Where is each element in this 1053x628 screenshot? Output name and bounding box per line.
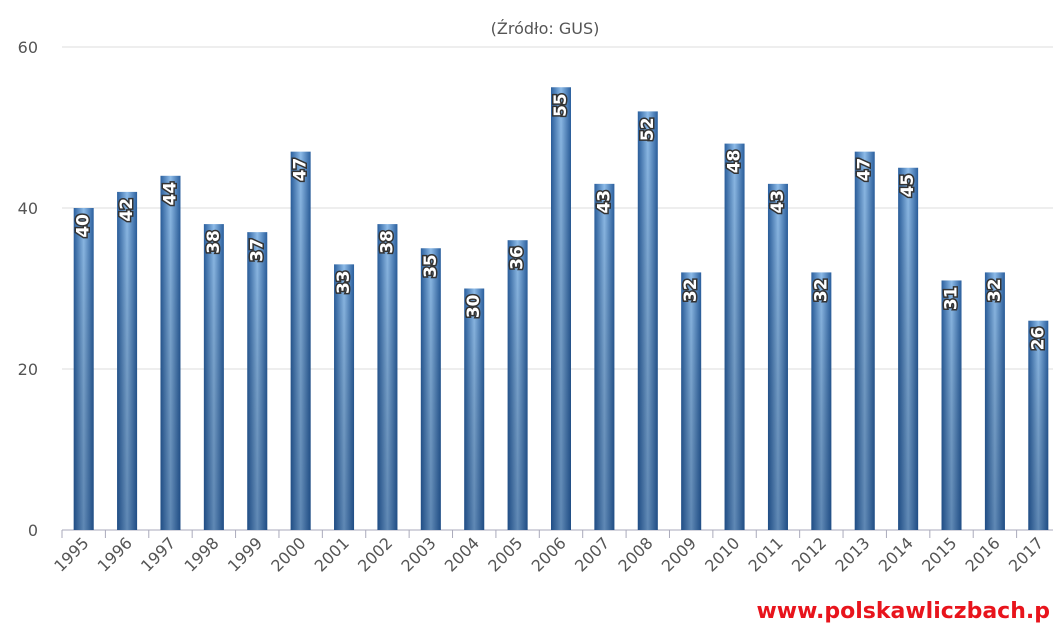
bar-shade [984,272,1005,530]
data-label: 40 [74,214,94,238]
x-tick-label: 1998 [180,533,222,575]
bar-shade [941,280,962,530]
data-label: 48 [725,150,745,174]
bar-shade [464,288,485,530]
x-tick-label: 2011 [745,533,787,575]
data-label: 47 [291,158,311,182]
bar-shade [594,183,615,530]
x-tick-label: 2002 [354,533,396,575]
x-tick-label: 2013 [831,533,873,575]
x-tick-label: 1996 [94,533,136,575]
data-label: 45 [898,174,918,198]
x-tick-label: 2016 [962,533,1004,575]
bar-shade [420,248,441,530]
x-tick-label: 2001 [311,533,353,575]
data-label: 44 [160,182,180,206]
bar-shade [247,232,268,530]
data-label: 38 [204,230,224,254]
bar-shade [334,264,355,530]
bar-shade [1028,320,1049,530]
data-label: 36 [508,246,528,270]
data-label: 42 [117,198,137,222]
bar-shade [551,87,571,530]
data-label: 32 [985,278,1005,302]
bar-shade [767,183,788,530]
bar-shade [117,191,138,530]
x-tick-label: 1995 [50,533,92,575]
x-tick-label: 2012 [788,533,830,575]
x-tick-label: 2014 [875,533,917,575]
chart-subtitle: (Źródło: GUS) [491,19,600,38]
data-label: 43 [768,190,788,214]
x-tick-label: 2010 [701,533,743,575]
x-tick-label: 2005 [484,533,526,575]
data-label: 32 [811,278,831,302]
bar-shade [290,151,311,530]
y-tick-label: 20 [18,360,38,379]
data-label: 38 [377,230,397,254]
x-tick-label: 2007 [571,533,613,575]
x-tick-label: 2004 [441,533,483,575]
bar-shade [377,224,398,530]
x-tick-label: 2000 [267,533,309,575]
data-label: 55 [551,93,571,117]
data-label: 35 [421,254,441,278]
y-tick-label: 40 [18,199,38,218]
data-label: 37 [247,238,267,262]
data-label: 31 [942,286,962,310]
y-tick-label: 60 [18,38,38,57]
watermark: www.polskawliczbach.p [756,599,1050,624]
data-label: 33 [334,270,354,294]
bar-shade [637,111,658,531]
y-tick-label: 0 [28,521,38,540]
data-label: 30 [464,294,484,318]
x-tick-label: 2017 [1005,533,1047,575]
x-tick-label: 2009 [658,533,700,575]
bar-shade [724,143,745,530]
x-tick-label: 1997 [137,533,179,575]
data-label: 47 [855,158,875,182]
bar-shade [73,208,94,530]
bar-shade [681,272,702,530]
bar-shade [160,175,181,531]
data-label: 52 [638,117,658,141]
bar-shade [898,167,919,530]
data-label: 32 [681,278,701,302]
x-tick-label: 1999 [224,533,266,575]
bar-shade [811,272,832,530]
x-tick-label: 2006 [528,533,570,575]
bar-shade [854,151,875,530]
x-tick-label: 2008 [614,533,656,575]
x-tick-label: 2003 [397,533,439,575]
bar-shade [203,224,224,530]
bar-shade [507,240,528,530]
data-label: 43 [594,190,614,214]
data-label: 26 [1028,327,1048,351]
x-tick-label: 2015 [918,533,960,575]
